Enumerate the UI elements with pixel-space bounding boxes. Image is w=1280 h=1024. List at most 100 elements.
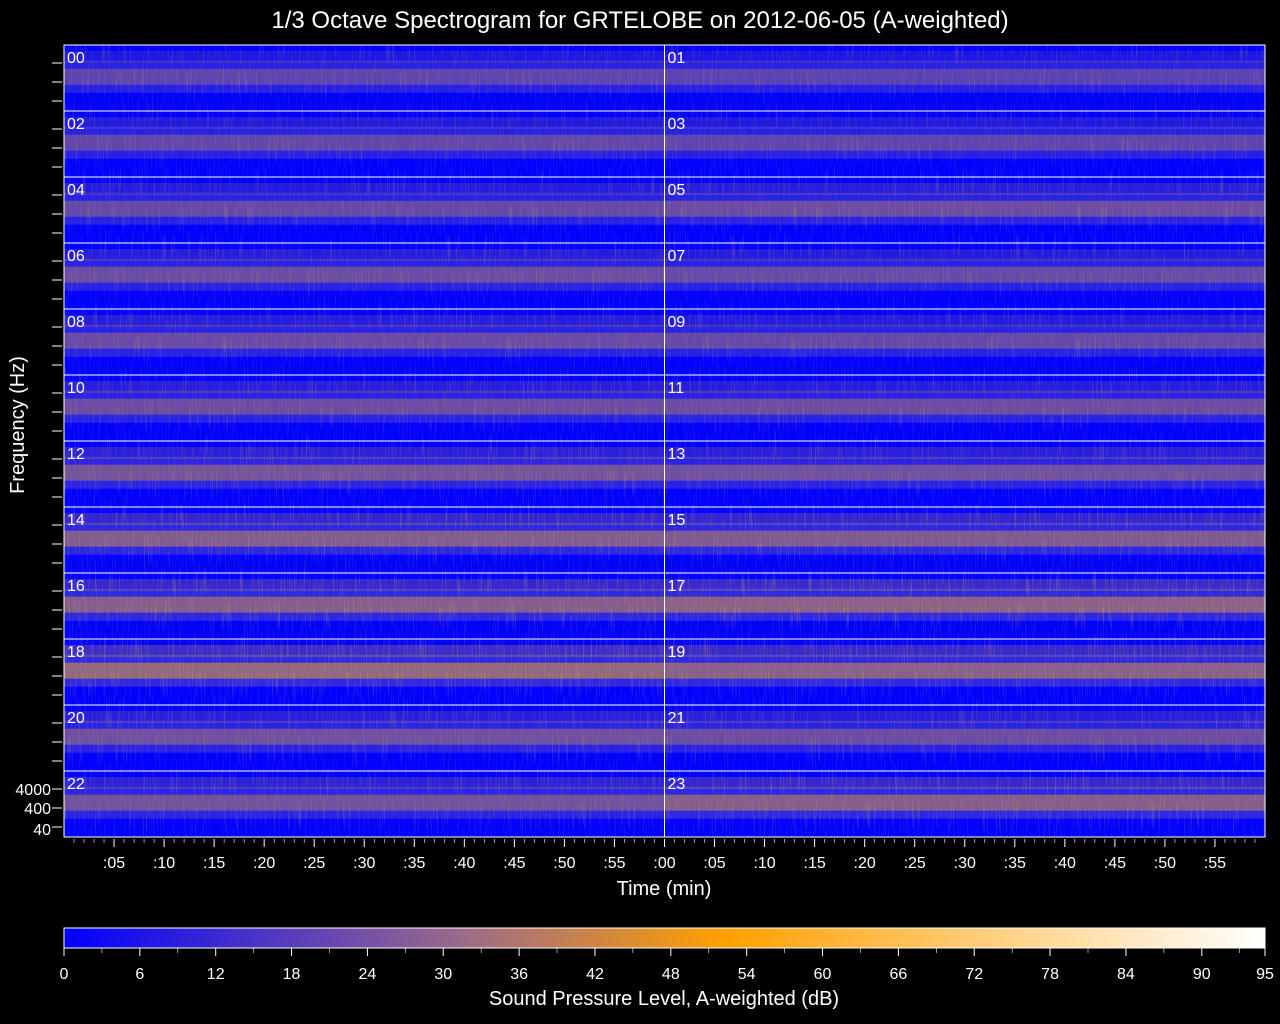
colorbar-tick-label: 0: [60, 966, 69, 983]
hour-label: 20: [67, 710, 85, 727]
hour-label: 11: [668, 380, 685, 397]
x-axis: :05 :10 :15 :20 :25 :30 :35 :40 :45 :50 :55 :00 :05:…: [73, 839, 1256, 872]
hour-label: 18: [67, 644, 85, 661]
x-tick-label: :50: [1154, 855, 1176, 872]
colorbar-label: Sound Pressure Level, A-weighted (dB): [489, 988, 839, 1010]
hour-panel-10: 10: [63, 374, 665, 442]
spectrogram-panels: 00 01 02 03 04 05 06 07 08 09 10 11 12 13 14 15 16 17 18 19…: [63, 44, 1266, 838]
colorbar-tick-label: 48: [662, 966, 680, 983]
spectral-texture: [664, 639, 1265, 705]
x-axis-label: Time (min): [617, 878, 712, 900]
colorbar-ticks: 0 6 12 18 24 30 36 42 48 54 60 66 72 78 84 90 95: [60, 948, 1274, 983]
hour-label: 03: [668, 116, 686, 133]
colorbar-tick-label: 6: [135, 966, 144, 983]
hour-panel-06: 06: [63, 242, 665, 310]
y-tick-label: 400: [24, 801, 51, 818]
spectral-texture: [664, 771, 1265, 837]
hour-label: 09: [668, 314, 686, 331]
hour-panel-01: 01: [664, 44, 1266, 112]
spectral-texture: [64, 441, 665, 507]
hour-panel-09: 09: [664, 308, 1266, 376]
hour-panel-05: 05: [664, 176, 1266, 244]
hour-label: 00: [67, 50, 85, 67]
spectral-texture: [64, 111, 665, 177]
x-tick-label: :00: [653, 855, 675, 872]
hour-label: 14: [67, 512, 85, 529]
spectral-texture: [64, 309, 665, 375]
hour-label: 08: [67, 314, 85, 331]
spectral-texture: [664, 309, 1265, 375]
hour-label: 10: [67, 380, 85, 397]
colorbar-tick-label: 90: [1193, 966, 1211, 983]
colorbar-tick-label: 60: [814, 966, 832, 983]
x-tick-label: :25: [303, 855, 325, 872]
x-tick-label: :40: [1054, 855, 1076, 872]
spectral-texture: [664, 177, 1265, 243]
x-tick-label: :45: [1104, 855, 1126, 872]
spectral-texture: [64, 177, 665, 243]
hour-panel-15: 15: [664, 506, 1266, 574]
x-tick-label: :20: [253, 855, 275, 872]
hour-panel-13: 13: [664, 440, 1266, 508]
hour-label: 01: [668, 50, 686, 67]
hour-panel-11: 11: [664, 374, 1266, 442]
spectral-texture: [664, 375, 1265, 441]
spectral-texture: [64, 771, 665, 837]
hour-label: 16: [67, 578, 85, 595]
x-tick-label: :55: [1204, 855, 1226, 872]
colorbar-tick-label: 84: [1117, 966, 1135, 983]
colorbar-tick-label: 72: [965, 966, 983, 983]
x-tick-label: :10: [753, 855, 775, 872]
x-tick-label: :05: [703, 855, 725, 872]
chart-title: 1/3 Octave Spectrogram for GRTELOBE on 2…: [271, 7, 1008, 34]
colorbar-tick-label: 95: [1256, 966, 1274, 983]
x-tick-label: :20: [854, 855, 876, 872]
colorbar-tick-label: 78: [1041, 966, 1059, 983]
spectral-texture: [64, 507, 665, 573]
x-tick-label: :30: [353, 855, 375, 872]
x-tick-label: :50: [553, 855, 575, 872]
y-tick-label: 4000: [15, 782, 51, 799]
hour-panel-18: 18: [63, 638, 665, 706]
x-tick-label: :05: [103, 855, 125, 872]
x-tick-label: :10: [153, 855, 175, 872]
x-tick-label: :55: [603, 855, 625, 872]
y-axis-label: Frequency (Hz): [7, 356, 29, 494]
hour-panel-16: 16: [63, 572, 665, 640]
panel-border: [664, 770, 1266, 838]
hour-panel-17: 17: [664, 572, 1266, 640]
colorbar-tick-label: 18: [283, 966, 301, 983]
y-tick-label: 40: [33, 822, 51, 839]
spectral-texture: [664, 111, 1265, 177]
hour-label: 15: [668, 512, 686, 529]
spectral-texture: [664, 243, 1265, 309]
spectral-texture: [664, 441, 1265, 507]
x-tick-label: :35: [403, 855, 425, 872]
hour-label: 06: [67, 248, 85, 265]
spectral-texture: [64, 705, 665, 771]
colorbar-tick-label: 24: [359, 966, 377, 983]
spectral-texture: [664, 507, 1265, 573]
colorbar-tick-label: 30: [434, 966, 452, 983]
spectral-texture: [64, 639, 665, 705]
hour-label: 23: [668, 776, 686, 793]
spectral-texture: [64, 375, 665, 441]
x-tick-label: :15: [203, 855, 225, 872]
colorbar-tick-label: 42: [586, 966, 604, 983]
x-tick-label: :25: [904, 855, 926, 872]
hour-panel-12: 12: [63, 440, 665, 508]
hour-panel-04: 04: [63, 176, 665, 244]
x-tick-label: :40: [453, 855, 475, 872]
hour-label: 13: [668, 446, 686, 463]
hour-label: 12: [67, 446, 85, 463]
hour-panel-19: 19: [664, 638, 1266, 706]
hour-label: 07: [668, 248, 686, 265]
spectral-texture: [664, 705, 1265, 771]
hour-panel-00: 00: [63, 44, 665, 112]
colorbar-tick-label: 36: [510, 966, 528, 983]
hour-panel-14: 14: [63, 506, 665, 574]
spectral-texture: [664, 45, 1265, 111]
x-tick-label: :45: [503, 855, 525, 872]
spectral-texture: [64, 45, 665, 111]
